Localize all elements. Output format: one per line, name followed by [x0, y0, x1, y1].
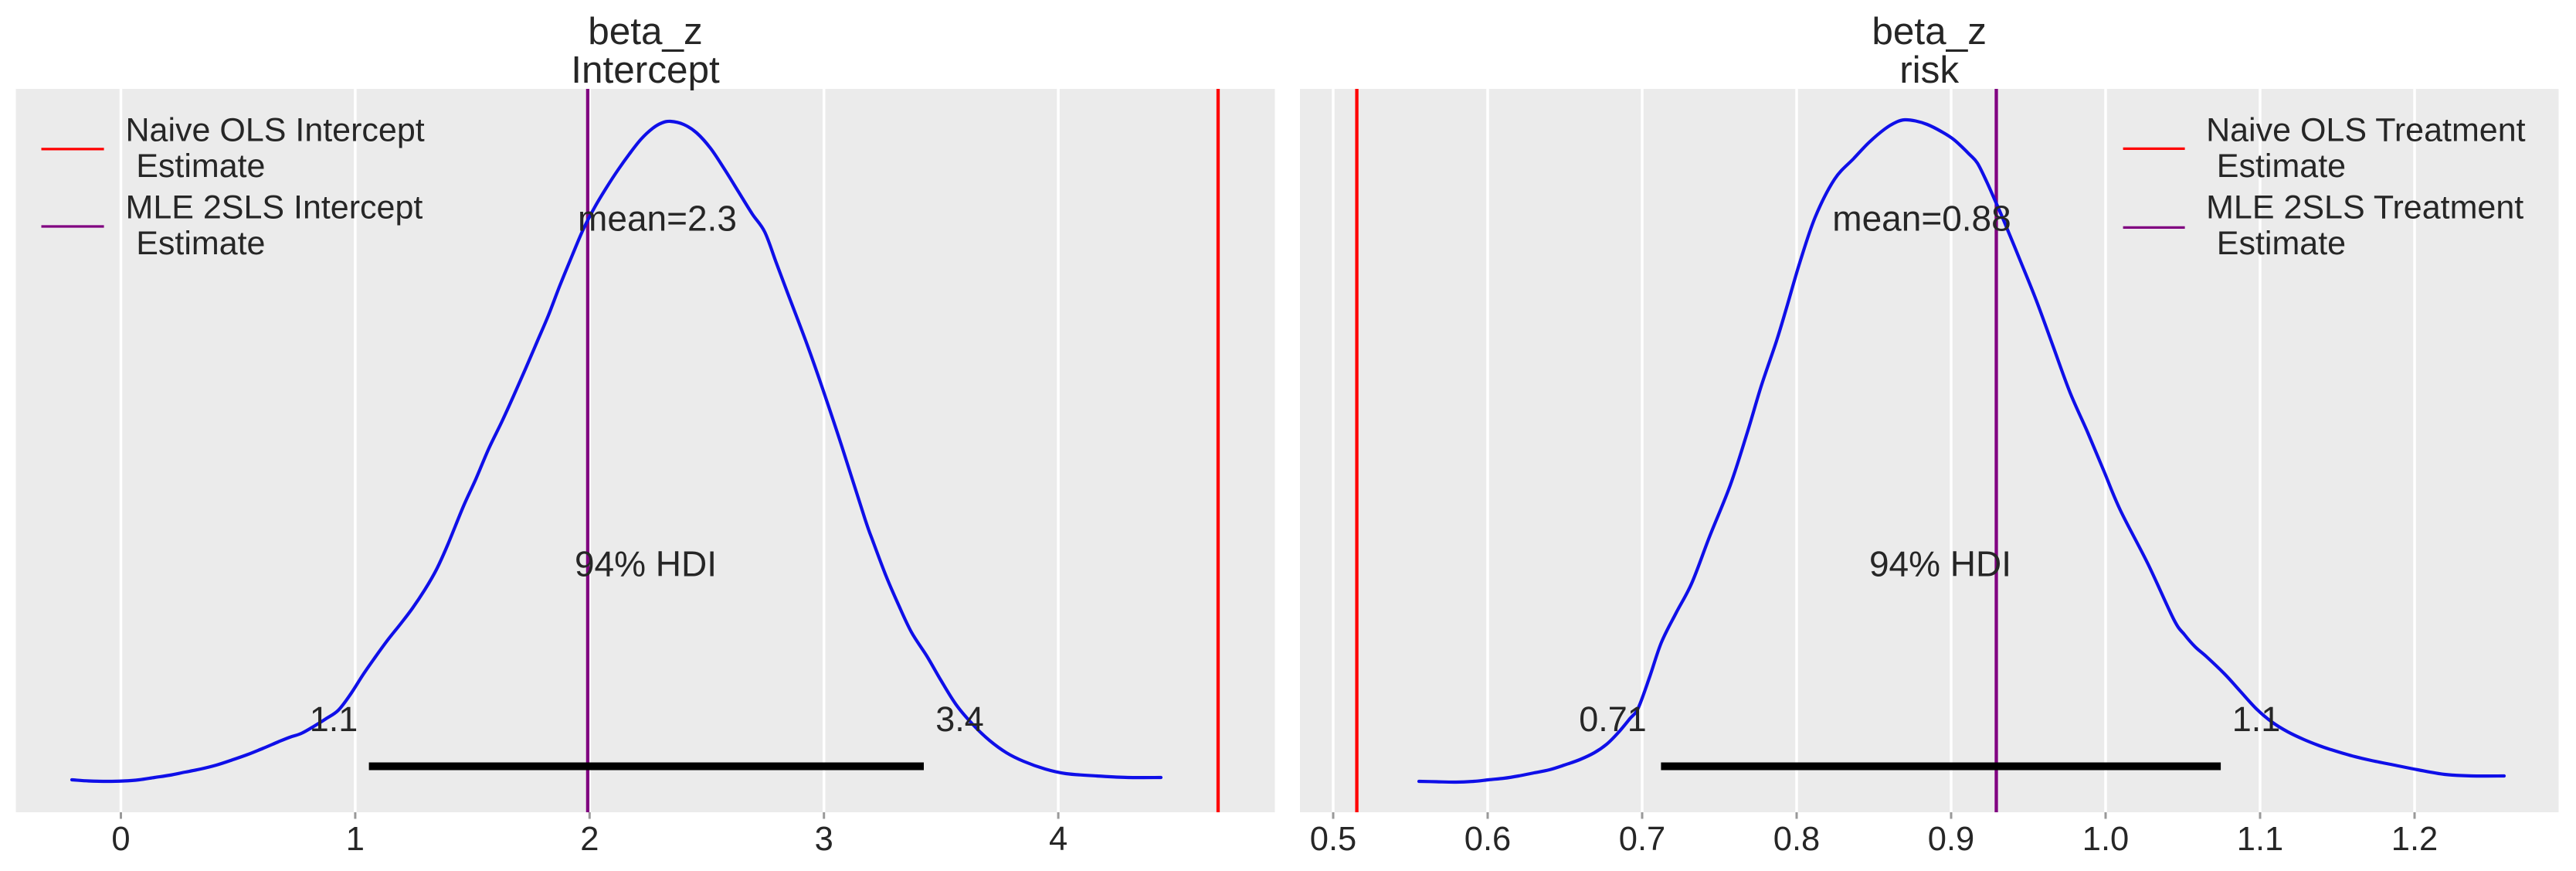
svg-text:MLE 2SLS Intercept: MLE 2SLS Intercept [126, 189, 423, 226]
svg-text:Estimate: Estimate [136, 148, 265, 185]
svg-text:0: 0 [111, 821, 130, 858]
svg-text:Estimate: Estimate [2217, 148, 2346, 185]
svg-text:risk: risk [1899, 49, 1959, 91]
svg-text:0.5: 0.5 [1310, 821, 1356, 858]
svg-text:beta_z: beta_z [588, 10, 703, 53]
svg-text:3: 3 [815, 821, 833, 858]
svg-text:mean=0.88: mean=0.88 [1832, 199, 2011, 239]
svg-text:Naive OLS Intercept: Naive OLS Intercept [126, 112, 425, 149]
svg-text:Estimate: Estimate [2217, 225, 2346, 262]
svg-text:Intercept: Intercept [571, 49, 720, 91]
svg-text:MLE 2SLS Treatment: MLE 2SLS Treatment [2206, 189, 2523, 226]
svg-text:4: 4 [1049, 821, 1067, 858]
svg-text:1.2: 1.2 [2391, 821, 2438, 858]
svg-text:1.1: 1.1 [2232, 699, 2281, 739]
svg-text:1.1: 1.1 [310, 699, 358, 739]
svg-text:3.4: 3.4 [935, 699, 984, 739]
svg-text:1.1: 1.1 [2237, 821, 2283, 858]
svg-text:1.0: 1.0 [2082, 821, 2129, 858]
svg-text:94% HDI: 94% HDI [575, 544, 717, 584]
svg-text:1: 1 [346, 821, 365, 858]
svg-text:mean=2.3: mean=2.3 [578, 199, 737, 239]
svg-text:94% HDI: 94% HDI [1869, 544, 2011, 584]
svg-text:0.7: 0.7 [1619, 821, 1665, 858]
svg-text:0.71: 0.71 [1579, 699, 1647, 739]
svg-text:Estimate: Estimate [136, 225, 265, 262]
svg-text:0.8: 0.8 [1773, 821, 1820, 858]
svg-text:Naive OLS Treatment: Naive OLS Treatment [2206, 112, 2526, 149]
svg-text:beta_z: beta_z [1872, 10, 1987, 53]
svg-text:0.6: 0.6 [1464, 821, 1511, 858]
svg-text:0.9: 0.9 [1928, 821, 1974, 858]
svg-text:2: 2 [580, 821, 599, 858]
